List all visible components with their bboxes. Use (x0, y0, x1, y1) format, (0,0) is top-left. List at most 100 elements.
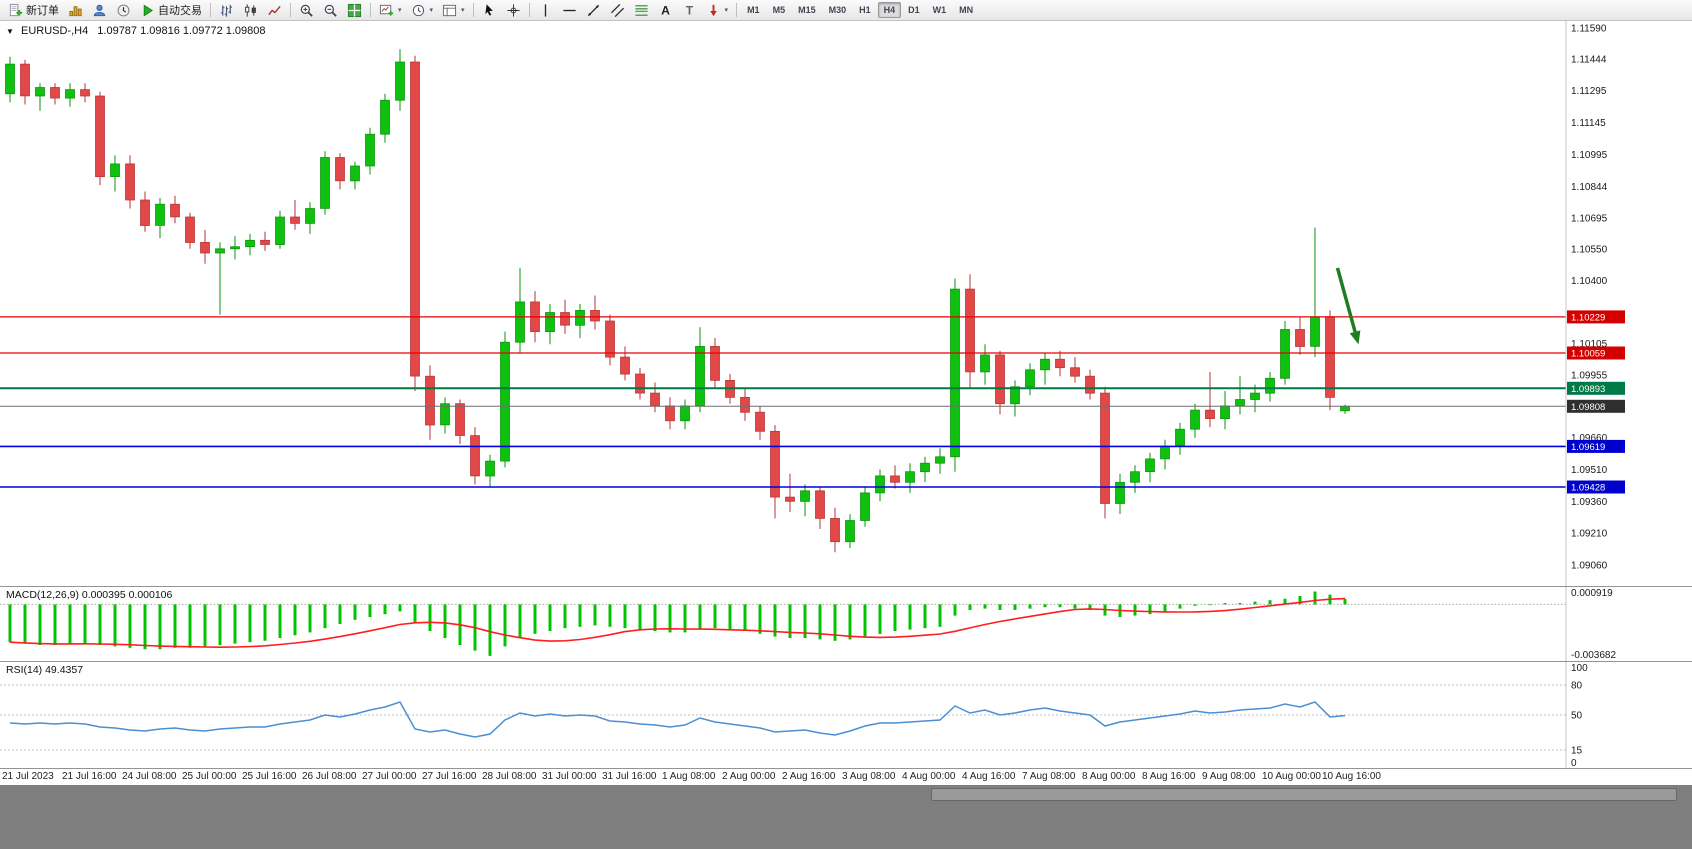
time-axis[interactable]: 21 Jul 2023 21 Jul 16:00 24 Jul 08:00 25 Ju… (0, 768, 1692, 786)
timeframe-m30-button[interactable]: M30 (828, 5, 847, 15)
new-order-button[interactable]: 新订单 (4, 1, 63, 20)
macd-chart[interactable]: 0.000919 -0.003682 (0, 587, 1692, 661)
svg-text:1.11145: 1.11145 (1571, 118, 1606, 129)
templates-icon (442, 3, 457, 18)
autotrade-icon (140, 3, 155, 18)
timeframe-d1-button[interactable]: D1 (908, 5, 920, 15)
symbol-marker-icon: ▼ (6, 27, 14, 36)
text-button[interactable]: A (654, 1, 677, 20)
charts-icon (68, 3, 83, 18)
rsi-line (9, 701, 1346, 738)
time-axis-label: 9 Aug 08:00 (1202, 771, 1256, 782)
periods-icon (411, 3, 426, 18)
profiles-button[interactable] (88, 1, 111, 20)
scrollbar-thumb[interactable] (930, 788, 1678, 801)
time-axis-label: 31 Jul 16:00 (602, 771, 657, 782)
auto-trading-button[interactable]: 自动交易 (136, 1, 206, 20)
rsi-axis-tick: 0 (1571, 758, 1577, 768)
svg-text:1.10229: 1.10229 (1571, 312, 1605, 323)
line-chart-button[interactable] (263, 1, 286, 20)
timeframe-h1-button[interactable]: H1 (859, 5, 871, 15)
rsi-axis-tick: 50 (1571, 711, 1583, 722)
timeframe-m1-button[interactable]: M1 (747, 5, 760, 15)
macd-signal-line (9, 597, 1346, 649)
arrows-icon (706, 3, 721, 18)
timeframe-m15-button[interactable]: M15 (798, 5, 816, 15)
time-axis-label: 24 Jul 08:00 (122, 771, 177, 782)
fibonacci-button[interactable] (630, 1, 653, 20)
time-axis-label: 4 Aug 00:00 (902, 771, 956, 782)
time-axis-label: 31 Jul 00:00 (542, 771, 597, 782)
bar-chart-button[interactable] (215, 1, 238, 20)
svg-text:1.11295: 1.11295 (1571, 86, 1607, 97)
periods-button[interactable]: ▾ (407, 1, 438, 20)
time-axis-label: 7 Aug 08:00 (1022, 771, 1076, 782)
label-button[interactable]: T (678, 1, 701, 20)
chevron-down-icon: ▾ (398, 7, 402, 14)
svg-text:1.10995: 1.10995 (1571, 150, 1608, 161)
cursor-button[interactable] (478, 1, 501, 20)
svg-text:1.10550: 1.10550 (1571, 244, 1608, 255)
timeframe-w1-button[interactable]: W1 (932, 5, 947, 15)
svg-text:1.09660: 1.09660 (1571, 433, 1608, 444)
market-watch-button[interactable] (112, 1, 135, 20)
fibonacci-icon (634, 3, 649, 18)
crosshair-button[interactable] (502, 1, 525, 20)
time-axis-label: 25 Jul 00:00 (182, 771, 237, 782)
time-axis-label: 27 Jul 16:00 (422, 771, 477, 782)
rsi-chart[interactable]: 100 80 50 150 (0, 662, 1692, 768)
price-axis[interactable]: 1.11590 1.11444 1.11295 1.11145 1.10995 1.108… (1571, 24, 1608, 572)
timeframe-h4-button[interactable]: H4 (877, 2, 902, 18)
symbol-timeframe-label: EURUSD-,H4 (20, 25, 89, 37)
toolbar-separator (370, 3, 371, 17)
macd-label: MACD(12,26,9) 0.000395 0.000106 (6, 589, 173, 601)
rsi-axis-tick: 80 (1571, 681, 1583, 692)
svg-text:1.10844: 1.10844 (1571, 182, 1608, 193)
vertical-line-button[interactable] (534, 1, 557, 20)
trendline-icon (586, 3, 601, 18)
channel-button[interactable] (606, 1, 629, 20)
text-icon: A (658, 3, 673, 18)
time-axis-label: 26 Jul 08:00 (302, 771, 357, 782)
svg-text:1.09893: 1.09893 (1571, 384, 1605, 395)
macd-axis-tick: 0.000919 (1571, 588, 1613, 599)
horizontal-scrollbar[interactable] (0, 785, 1692, 849)
svg-text:1.11444: 1.11444 (1571, 55, 1607, 66)
svg-text:1.09060: 1.09060 (1571, 561, 1608, 572)
new-chart-icon (379, 3, 394, 18)
macd-panel[interactable]: 0.000919 -0.003682 (0, 586, 1692, 662)
chevron-down-icon: ▾ (724, 7, 729, 14)
profiles-icon (92, 3, 107, 18)
rsi-axis-tick: 15 (1571, 746, 1583, 757)
svg-text:1.09428: 1.09428 (1571, 483, 1605, 494)
toolbar-separator (290, 3, 291, 17)
time-axis-label: 2 Aug 00:00 (722, 771, 776, 782)
timeframe-mn-button[interactable]: MN (959, 5, 974, 15)
trendline-button[interactable] (582, 1, 605, 20)
time-axis-label: 21 Jul 2023 (2, 771, 54, 782)
toolbar-separator (528, 3, 530, 17)
horizontal-line-button[interactable] (558, 1, 581, 20)
rsi-panel[interactable]: 100 80 50 15 0 (0, 661, 1692, 769)
zoom-in-button[interactable] (295, 1, 318, 20)
horizontal-line-icon (562, 3, 577, 18)
new-chart-button[interactable]: ▾ (375, 1, 406, 20)
price-badge: 1.09893 (1567, 381, 1625, 395)
rsi-axis-tick: 100 (1571, 663, 1588, 674)
chevron-down-icon: ▾ (461, 7, 465, 14)
candlestick-chart-button[interactable] (239, 1, 262, 20)
channel-icon (610, 3, 625, 18)
bar-chart-icon (219, 3, 234, 18)
main-chart-panel[interactable]: 1.11590 1.11444 1.11295 1.11145 1.10995 1.108… (0, 20, 1692, 586)
zoom-out-button[interactable] (319, 1, 342, 20)
arrow-annotation[interactable] (1335, 267, 1361, 345)
templates-button[interactable]: ▾ (438, 1, 469, 20)
time-axis-label: 4 Aug 16:00 (962, 771, 1016, 782)
timeframe-m5-button[interactable]: M5 (772, 5, 786, 15)
charts-button[interactable] (64, 1, 87, 20)
svg-text:1.09808: 1.09808 (1571, 402, 1605, 413)
arrows-button[interactable]: ▾ (702, 1, 733, 20)
tile-windows-button[interactable] (343, 1, 366, 20)
svg-text:1.10105: 1.10105 (1571, 339, 1608, 350)
price-chart[interactable]: 1.11590 1.11444 1.11295 1.11145 1.10995 1.108… (0, 20, 1692, 586)
